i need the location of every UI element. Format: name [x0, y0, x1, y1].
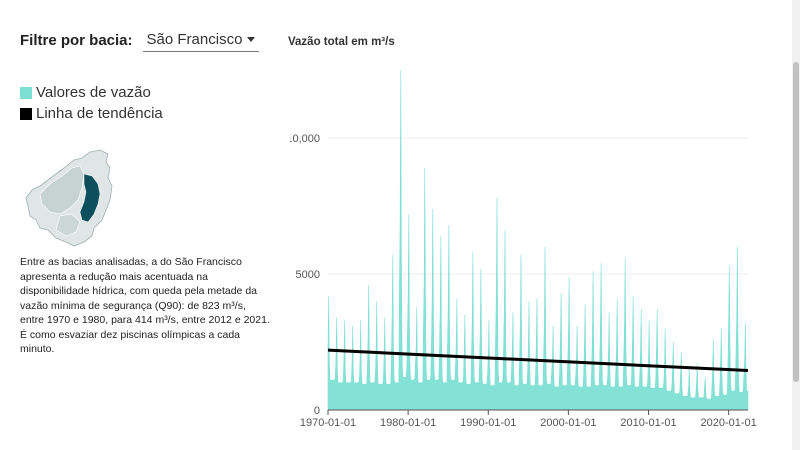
y-tick-label: 0	[314, 405, 320, 417]
scrollbar-thumb[interactable]	[793, 62, 799, 382]
flow-area	[327, 69, 749, 411]
scrollbar[interactable]	[792, 0, 800, 450]
flow-chart: 0 5000 10,000 1970-01-01 1980-01-01 1990-01-0…	[290, 69, 757, 429]
x-tick-label: 1990-01-01	[460, 417, 516, 429]
basin-select-value: São Francisco	[146, 31, 243, 48]
trend-line	[327, 348, 749, 373]
basin-map-icon	[25, 149, 113, 247]
legend-swatch-trend	[20, 107, 32, 120]
x-tick-label: 2000-01-01	[540, 417, 596, 429]
x-tick-label: 2010-01-01	[620, 417, 676, 429]
legend-label-trend: Linha de tendência	[36, 105, 163, 122]
x-tick-label: 2020-01-01	[701, 417, 757, 429]
y-tick-label: 10,000	[290, 133, 320, 145]
basin-map-sao-francisco	[79, 173, 101, 223]
y-tick-label: 5000	[296, 269, 320, 281]
basin-filter: Filtre por bacia: São Francisco	[20, 28, 259, 52]
basin-map-region-south	[55, 213, 81, 237]
legend-item-trend: Linha de tendência	[20, 105, 163, 122]
basin-select[interactable]: São Francisco	[142, 28, 259, 52]
x-tick-label: 1980-01-01	[380, 417, 436, 429]
basin-map-region-west	[39, 165, 85, 215]
chart-title: Vazão total em m³/s	[288, 36, 395, 48]
filter-label: Filtre por bacia:	[20, 31, 133, 49]
x-tick-label: 1970-01-01	[300, 417, 356, 429]
legend-swatch-flow	[20, 86, 32, 99]
description-text: Entre as bacias analisadas, a do São Fra…	[20, 256, 270, 355]
legend-label-flow: Valores de vazão	[36, 84, 151, 101]
chevron-down-icon	[246, 37, 255, 42]
legend: Valores de vazão Linha de tendência	[20, 84, 163, 126]
legend-item-flow: Valores de vazão	[20, 84, 163, 101]
